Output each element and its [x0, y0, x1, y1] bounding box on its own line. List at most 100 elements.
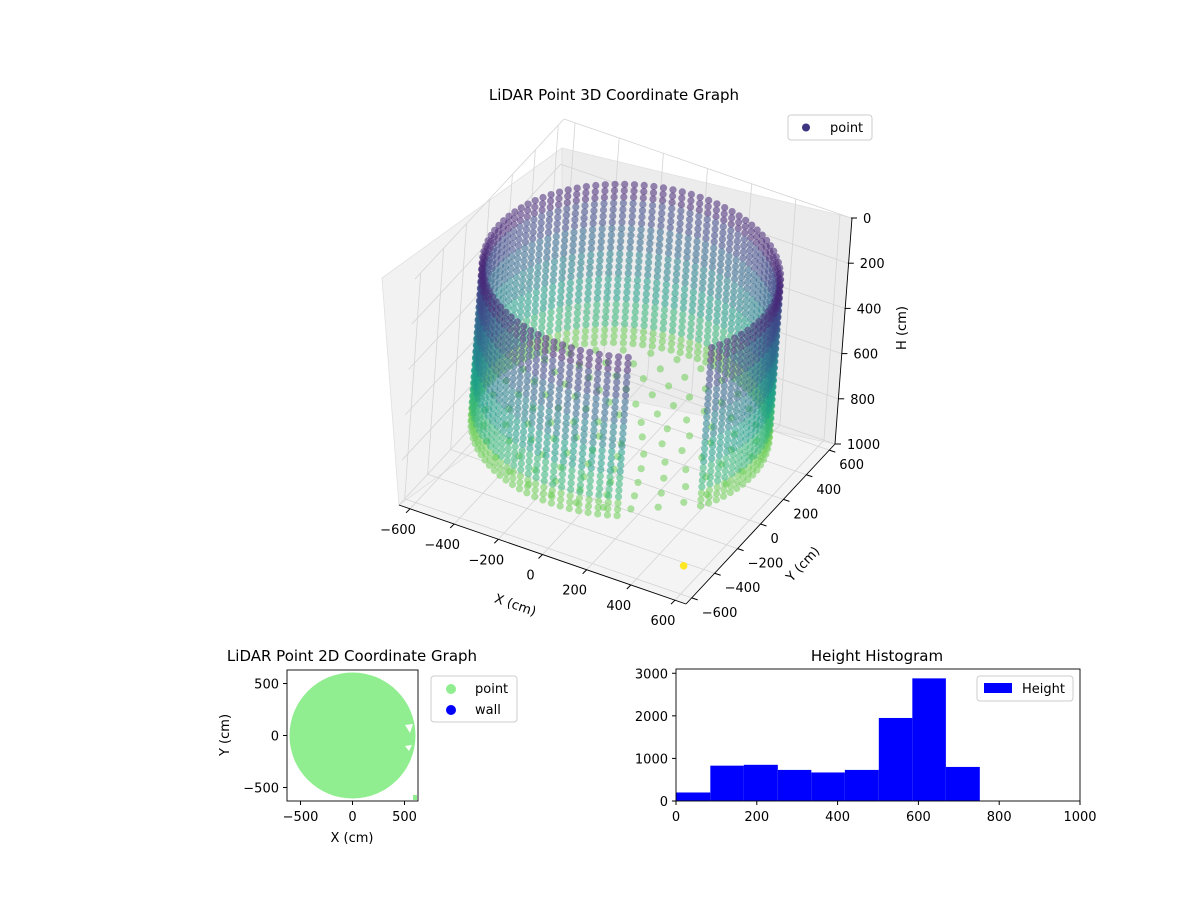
scatter3d-point [694, 342, 703, 350]
scatter3d-point [552, 429, 561, 438]
scatter3d-point [557, 496, 565, 504]
scatter3d-point [734, 472, 742, 480]
scatter3d-point [518, 453, 526, 461]
scatter3d-point [603, 371, 612, 379]
scatter3d-point [496, 390, 504, 399]
scatter3d-point [715, 353, 723, 361]
scatter3d-point [607, 454, 616, 462]
scatter3d-point [729, 300, 737, 309]
scatter3d-point [515, 229, 524, 237]
scatter3d-point [630, 193, 638, 201]
scatter3d-point [531, 375, 539, 383]
scatter3d-point [614, 281, 622, 290]
scatter3d-point [558, 483, 566, 491]
scatter3d-point [638, 207, 647, 215]
scatter3d-point [603, 511, 612, 519]
scatter3d-point [487, 436, 495, 444]
scatter3d-point [511, 449, 519, 457]
scatter3d-point [661, 300, 669, 308]
scatter3d-point [509, 468, 517, 476]
scatter3d-point [731, 262, 740, 271]
scatter3d-point [594, 369, 602, 377]
scatter3d-point [581, 202, 589, 210]
scatter3d-point [547, 382, 555, 390]
scatter3d-point [733, 484, 741, 493]
scatter3d-point [564, 388, 572, 396]
scatter3d-point [751, 251, 760, 259]
scatter3d-point [510, 299, 519, 307]
x-tick-mark [493, 538, 499, 544]
scatter3d-point [549, 283, 557, 291]
scatter3d-point [569, 241, 577, 249]
scatter3d-point [630, 327, 638, 335]
scatter3d-point [492, 441, 500, 449]
scatter3d-point [678, 323, 686, 331]
scatter3d-point [618, 212, 627, 220]
scatter3d-point [521, 238, 530, 246]
scatter3d-point [732, 406, 740, 414]
scatter3d-point [698, 476, 706, 485]
scatter3d-point [763, 236, 771, 244]
scatter3d-point [733, 243, 741, 252]
scatter3d-point [600, 421, 608, 429]
z-tick-label: 1000 [847, 438, 880, 453]
scatter3d-point [615, 256, 623, 264]
scatter3d-point [652, 285, 661, 293]
scatter3d-point [695, 336, 703, 344]
scatter3d-point [609, 206, 617, 214]
scatter3d-point [491, 379, 499, 387]
scatter3d-point [596, 257, 604, 265]
scatter3d-point [599, 206, 608, 214]
scatter3d-point [560, 243, 568, 251]
scatter3d-point [496, 309, 504, 317]
scatter3d-point [653, 279, 661, 287]
scatter3d-point [585, 270, 594, 278]
scatter3d-point [687, 197, 695, 205]
scatter3d-point [506, 419, 514, 427]
scatter3d-point [490, 398, 498, 406]
histogram-plot: Height Histogram 0 200 400 600 800 1000 0 1000 2… [635, 647, 1097, 825]
scatter3d-point [683, 247, 691, 255]
scatter3d-point [723, 350, 731, 358]
scatter3d-point [729, 294, 737, 302]
scatter3d-point [562, 217, 570, 226]
scatter3d-point [580, 431, 588, 439]
scatter3d-point [567, 479, 575, 487]
scatter3d-point [527, 254, 535, 262]
scatter3d-point [662, 281, 670, 289]
grid-line [563, 118, 852, 219]
scatter3d-point [513, 411, 522, 419]
scatter3d-point [726, 404, 734, 412]
scatter3d-point [532, 288, 540, 296]
scatter3d-point [531, 369, 540, 377]
scatter3d-point [572, 322, 581, 330]
scatter3d-point [532, 295, 540, 303]
scatter3d-point [740, 461, 748, 469]
grid-line [557, 209, 845, 309]
scatter3d-point [583, 393, 591, 401]
scatter3d-point [505, 296, 513, 305]
scatter3d-point [730, 288, 738, 296]
scatter3d-point [558, 268, 567, 276]
scatter3d-point [679, 304, 687, 312]
scatter3d-point [716, 445, 724, 453]
scatter3d-point [504, 351, 512, 359]
scatter3d-point [706, 295, 714, 303]
scatter3d-point [575, 507, 583, 515]
scatter3d-point [572, 410, 580, 418]
scatter3d-point [510, 214, 519, 222]
scatter3d-point [546, 210, 554, 218]
scatter3d-point [563, 407, 571, 415]
scatter3d-point [569, 247, 577, 255]
scatter3d-point [505, 290, 513, 298]
scatter3d-point [576, 359, 584, 367]
scatter3d-point [519, 270, 527, 278]
scatter3d-point [715, 286, 723, 294]
scatter3d-point [556, 306, 564, 314]
scatter3d-point [743, 291, 751, 299]
scatter3d-point [499, 346, 507, 354]
scatter3d-point [712, 391, 720, 399]
scatter3d-point [712, 212, 720, 221]
y-tick-label: 1000 [635, 752, 668, 767]
scatter3d-point [551, 448, 559, 457]
